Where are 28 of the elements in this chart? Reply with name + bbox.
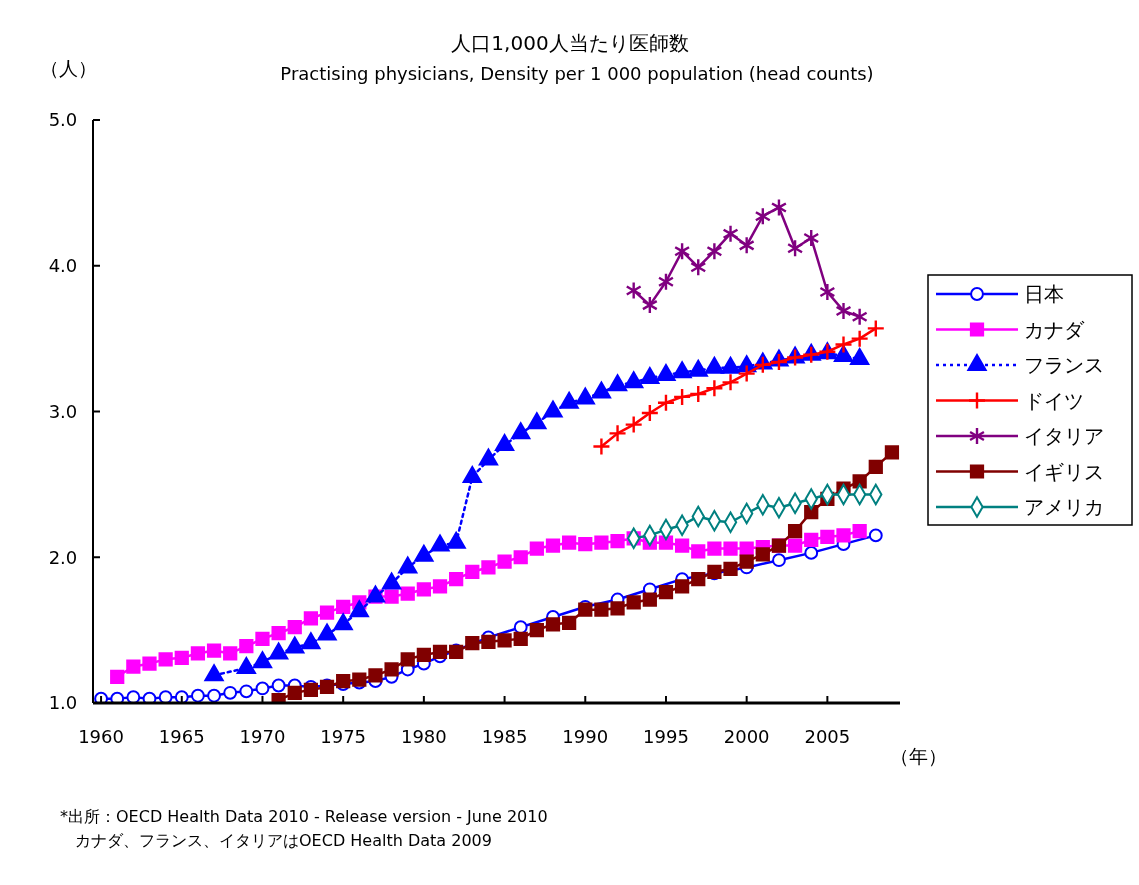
x-axis-title: （年） bbox=[889, 745, 947, 767]
x-tick-label: 1980 bbox=[400, 726, 447, 747]
x-tick-label: 1985 bbox=[481, 726, 528, 747]
y-tick-label: 3.0 bbox=[48, 400, 78, 422]
legend-label: ドイツ bbox=[1024, 388, 1084, 413]
y-tick-label: 2.0 bbox=[48, 546, 78, 568]
y-tick-label: 4.0 bbox=[48, 255, 78, 277]
legend-label: アメリカ bbox=[1024, 495, 1104, 519]
y-tick-label: 5.0 bbox=[48, 109, 78, 131]
x-tick-label: 1965 bbox=[158, 726, 205, 747]
legend-label: カナダ bbox=[1024, 317, 1085, 342]
y-axis-title: （人） bbox=[39, 57, 97, 79]
x-tick-label: 1990 bbox=[562, 726, 609, 747]
x-tick-label: 1970 bbox=[239, 726, 286, 747]
y-tick-label: 1.0 bbox=[48, 692, 78, 714]
x-tick-label: 1975 bbox=[320, 726, 367, 747]
x-tick-label: 2005 bbox=[804, 726, 851, 747]
x-tick-label: 2000 bbox=[723, 726, 770, 747]
x-tick-label: 1995 bbox=[643, 726, 689, 747]
text: *出所：OECD Health Data 2010 - Release version - June 2010 bbox=[60, 807, 548, 826]
text: カナダ、フランス、イタリアはOECD Health Data 2009 bbox=[75, 831, 492, 850]
x-tick-label: 1960 bbox=[78, 726, 124, 747]
chart-title: 人口1,000人当たり医師数 bbox=[451, 31, 689, 55]
chart-subtitle: Practising physicians, Density per 1 000 population (head counts) bbox=[280, 63, 874, 84]
legend-label: フランス bbox=[1024, 353, 1104, 377]
legend-label: イギリス bbox=[1024, 459, 1104, 484]
legend-label: イタリア bbox=[1024, 424, 1104, 448]
legend-label: 日本 bbox=[1024, 282, 1064, 306]
